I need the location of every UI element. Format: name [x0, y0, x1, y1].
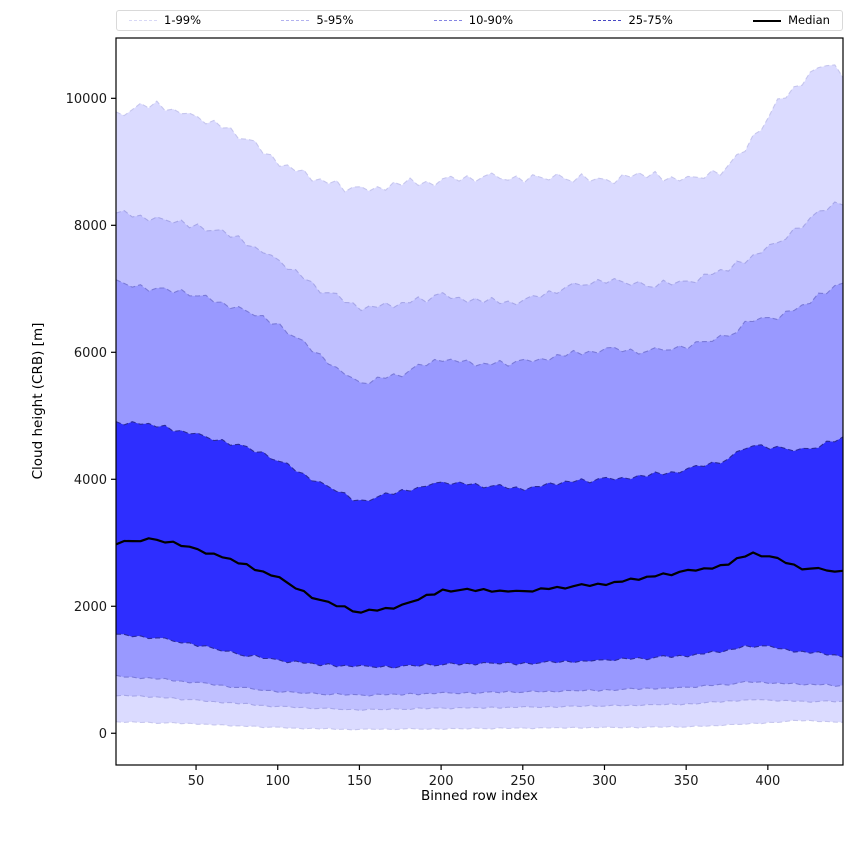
x-tick-label: 400	[755, 774, 780, 789]
x-tick-label: 350	[674, 774, 699, 789]
y-tick-label: 2000	[74, 600, 107, 615]
x-tick-label: 100	[265, 774, 290, 789]
legend-label: 5-95%	[316, 12, 354, 27]
x-tick-label: 150	[347, 774, 372, 789]
median-line	[115, 537, 844, 614]
legend-label: 10-90%	[468, 12, 514, 27]
legend-line-sample	[593, 20, 622, 21]
x-axis-label: Binned row index	[420, 788, 539, 804]
x-tick-label: 200	[429, 774, 454, 789]
band-25-75%	[116, 421, 843, 669]
legend-label: Median	[788, 12, 830, 27]
legend-item-median: Median	[753, 12, 830, 27]
quantile-line-p90	[115, 279, 844, 385]
y-tick-label: 8000	[74, 219, 107, 234]
legend: 1-99% 5-95% 10-90% 25-75% Median	[116, 10, 843, 31]
quantile-line-p10	[115, 674, 844, 697]
x-tick-label: 250	[510, 774, 535, 789]
y-axis-label: Cloud height (CRB) [m]	[30, 322, 46, 480]
quantile-line-p95	[115, 201, 844, 312]
y-tick-label: 6000	[74, 346, 107, 361]
legend-line-sample	[753, 19, 782, 22]
legend-label: 25-75%	[628, 12, 673, 27]
quantile-line-p75	[115, 421, 844, 502]
legend-line-sample	[281, 20, 310, 21]
quantile-line-p1	[115, 719, 844, 731]
quantile-line-p99	[115, 64, 844, 193]
y-tick-label: 0	[99, 727, 107, 742]
legend-line-sample	[433, 20, 462, 21]
quantile-line-p5	[115, 694, 844, 712]
legend-label: 1-99%	[164, 12, 202, 27]
legend-item-5-95%: 5-95%	[281, 12, 354, 27]
y-tick-label: 4000	[74, 473, 107, 488]
x-tick-label: 300	[592, 774, 617, 789]
x-tick-label: 50	[188, 774, 205, 789]
plot-border	[115, 37, 844, 766]
legend-item-1-99%: 1-99%	[129, 12, 202, 27]
legend-item-25-75%: 25-75%	[593, 12, 673, 27]
y-tick-label: 10000	[66, 92, 107, 107]
legend-line-sample	[129, 20, 157, 21]
legend-item-10-90%: 10-90%	[433, 12, 514, 27]
